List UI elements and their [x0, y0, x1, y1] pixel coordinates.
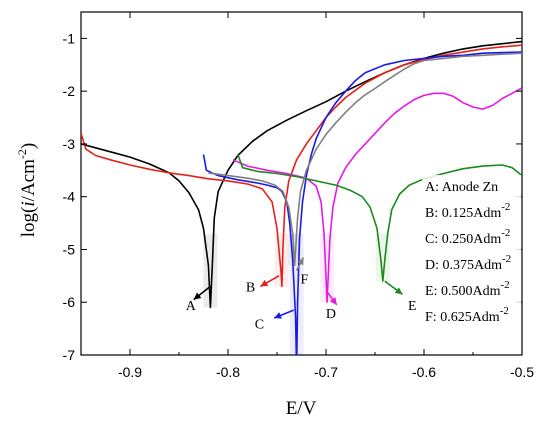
legend-colon: : [433, 310, 440, 325]
x-tick-label: -0.8 [216, 364, 240, 380]
curve-e [237, 154, 522, 282]
curve-label-b: B [246, 280, 255, 295]
legend-entry-a: A: Anode Zn [425, 180, 498, 195]
legend-superscript: -2 [501, 227, 510, 239]
y-tick-label: -7 [63, 347, 76, 363]
y-tick-label: -6 [63, 294, 76, 310]
curve-label-f: F [301, 272, 309, 287]
arrowhead-a [193, 292, 202, 300]
plot-frame [80, 11, 523, 356]
x-tick-label: -0.6 [412, 364, 436, 380]
curve-d [232, 87, 522, 303]
curve-f [208, 52, 522, 267]
curve-label-e: E [408, 299, 417, 314]
arrowhead-f [297, 257, 304, 266]
legend-text: 0.625Adm [440, 310, 500, 325]
arrowhead-b [260, 279, 269, 287]
legend-text: Anode Zn [442, 180, 498, 195]
legend-text: 0.500Adm [441, 284, 501, 299]
curve-label-d: D [326, 307, 336, 322]
x-tick-label: -0.7 [314, 364, 338, 380]
legend-key: F [425, 310, 433, 325]
legend-colon: : [434, 284, 441, 299]
y-tick-label: -4 [63, 189, 76, 205]
legend-colon: : [435, 180, 442, 195]
x-axis-title: E/V [286, 398, 317, 419]
legend-superscript: -2 [500, 279, 509, 291]
y-tick-label: -3 [63, 136, 76, 152]
curve-c [202, 51, 522, 355]
curve-label-a: A [186, 299, 197, 314]
legend-key: C [425, 232, 434, 247]
curve-halo-d [319, 233, 334, 303]
legend-key: B [425, 206, 434, 221]
legend-entry-d: D: 0.375Adm-2 [425, 253, 511, 273]
legend-box [422, 175, 521, 335]
arrowhead-e [394, 287, 403, 295]
x-tick-label: -0.9 [118, 364, 142, 380]
legend-superscript: -2 [501, 201, 510, 213]
legend-key: D [425, 258, 435, 273]
legend-superscript: -2 [500, 305, 509, 317]
legend-entry-b: B: 0.125Adm-2 [425, 201, 510, 221]
arrowhead-c [274, 312, 282, 319]
legend-colon: : [435, 258, 442, 273]
legend-entry-c: C: 0.250Adm-2 [425, 227, 510, 247]
legend-superscript: -2 [502, 253, 511, 265]
y-tick-label: -5 [63, 241, 76, 257]
legend-key: E [425, 284, 434, 299]
legend-entry-e: E: 0.500Adm-2 [425, 279, 510, 299]
legend-text: 0.125Adm [442, 206, 502, 221]
legend-colon: : [434, 206, 441, 221]
legend-key: A [425, 180, 436, 195]
y-tick-label: -2 [63, 83, 76, 99]
legend-colon: : [434, 232, 441, 247]
curve-b [81, 44, 522, 288]
y-tick-label: -1 [63, 30, 76, 46]
legend-text: 0.250Adm [442, 232, 502, 247]
x-tick-label: -0.5 [510, 364, 534, 380]
curve-label-c: C [255, 317, 264, 332]
legend-entry-f: F: 0.625Adm-2 [425, 305, 509, 325]
legend-text: 0.375Adm [443, 258, 503, 273]
arrowhead-d [329, 297, 337, 305]
y-axis-title: log(i/Acm-2) [15, 143, 39, 237]
